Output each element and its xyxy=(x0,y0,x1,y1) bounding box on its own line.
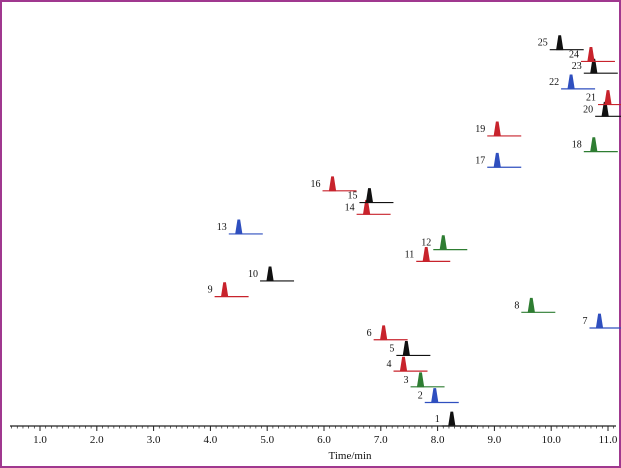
peak-label: 10 xyxy=(248,269,258,280)
peak-label: 6 xyxy=(367,328,372,339)
peak-mark xyxy=(567,74,575,90)
peak-label: 19 xyxy=(475,124,485,135)
peak-mark xyxy=(556,35,564,51)
peak-22: 22 xyxy=(549,74,596,90)
peak-8: 8 xyxy=(514,297,556,313)
x-tick-label: 9.0 xyxy=(488,434,502,446)
peak-label: 18 xyxy=(572,140,582,151)
peak-16: 16 xyxy=(311,176,357,192)
peak-11: 11 xyxy=(405,246,451,262)
peak-mark xyxy=(590,137,598,152)
peak-13: 13 xyxy=(217,219,263,235)
peak-2: 2 xyxy=(418,388,459,404)
peak-label: 11 xyxy=(405,249,415,260)
peak-mark xyxy=(416,372,425,388)
peak-15: 15 xyxy=(347,188,394,204)
peak-mark xyxy=(379,325,388,341)
peak-18: 18 xyxy=(572,137,618,153)
peak-label: 20 xyxy=(583,104,593,115)
peak-label: 3 xyxy=(404,375,409,386)
peak-label: 9 xyxy=(208,285,213,296)
x-axis-title: Time/min xyxy=(329,450,372,462)
peak-label: 5 xyxy=(389,343,394,354)
peak-mark xyxy=(328,176,337,192)
peak-label: 16 xyxy=(311,179,321,190)
x-tick-label: 3.0 xyxy=(147,434,161,446)
peak-14: 14 xyxy=(345,199,391,215)
peak-label: 21 xyxy=(586,93,596,104)
x-axis: 1.0 2.0 3.0 4.0 5.0 6.0 7.0 8.0 9.0 10.0 11.0 xyxy=(10,425,618,446)
peak-label: 4 xyxy=(387,359,392,370)
peak-21: 21 xyxy=(586,90,621,106)
peak-25: 25 xyxy=(538,35,584,51)
peak-10: 10 xyxy=(248,266,295,282)
peak-label: 22 xyxy=(549,77,559,88)
peak-mark xyxy=(422,246,430,262)
peak-mark xyxy=(235,219,243,235)
peak-label: 8 xyxy=(514,300,519,311)
peak-mark xyxy=(587,47,595,62)
peaks-layer: 1234567891011121314151617181920212223242… xyxy=(208,35,621,427)
peak-label: 12 xyxy=(421,238,431,249)
peak-mark xyxy=(439,235,447,250)
peak-3: 3 xyxy=(404,372,445,388)
x-tick-label: 6.0 xyxy=(317,434,331,446)
peak-mark xyxy=(493,152,501,168)
peak-mark xyxy=(604,90,612,105)
peak-label: 17 xyxy=(475,155,485,166)
peak-9: 9 xyxy=(208,282,249,298)
peak-7: 7 xyxy=(582,313,621,329)
x-tick-label: 10.0 xyxy=(542,434,562,446)
x-tick-label: 5.0 xyxy=(260,434,274,446)
peak-mark xyxy=(220,282,229,298)
peak-6: 6 xyxy=(367,325,408,341)
x-tick-label: 1.0 xyxy=(33,434,47,446)
peak-label: 13 xyxy=(217,222,227,233)
peak-label: 7 xyxy=(582,316,587,327)
peak-mark xyxy=(431,388,439,403)
x-tick-label: 7.0 xyxy=(374,434,388,446)
peak-4: 4 xyxy=(387,356,428,372)
peak-17: 17 xyxy=(475,152,522,168)
peak-label: 1 xyxy=(435,414,440,425)
x-tick-label: 8.0 xyxy=(431,434,445,446)
peak-label: 23 xyxy=(572,61,582,72)
peak-mark xyxy=(402,341,411,356)
peak-19: 19 xyxy=(475,121,522,137)
peak-1: 1 xyxy=(435,411,476,427)
peak-mark xyxy=(595,313,604,329)
x-tick-label: 4.0 xyxy=(204,434,218,446)
peak-5: 5 xyxy=(389,341,431,357)
peak-mark xyxy=(399,356,408,372)
peak-label: 15 xyxy=(347,191,357,202)
x-tick-label: 11.0 xyxy=(599,434,618,446)
peak-24: 24 xyxy=(569,47,615,63)
peak-label: 2 xyxy=(418,390,423,401)
peak-label: 24 xyxy=(569,49,579,60)
peak-label: 14 xyxy=(345,202,355,213)
peak-mark xyxy=(590,58,598,74)
peak-mark xyxy=(266,266,274,282)
peak-label: 25 xyxy=(538,38,548,49)
peak-23: 23 xyxy=(572,58,618,74)
peak-mark xyxy=(365,188,374,203)
peak-mark xyxy=(527,297,535,313)
peak-12: 12 xyxy=(421,235,468,251)
x-tick-label: 2.0 xyxy=(90,434,104,446)
peak-mark xyxy=(493,121,501,137)
peak-mark xyxy=(448,411,456,427)
